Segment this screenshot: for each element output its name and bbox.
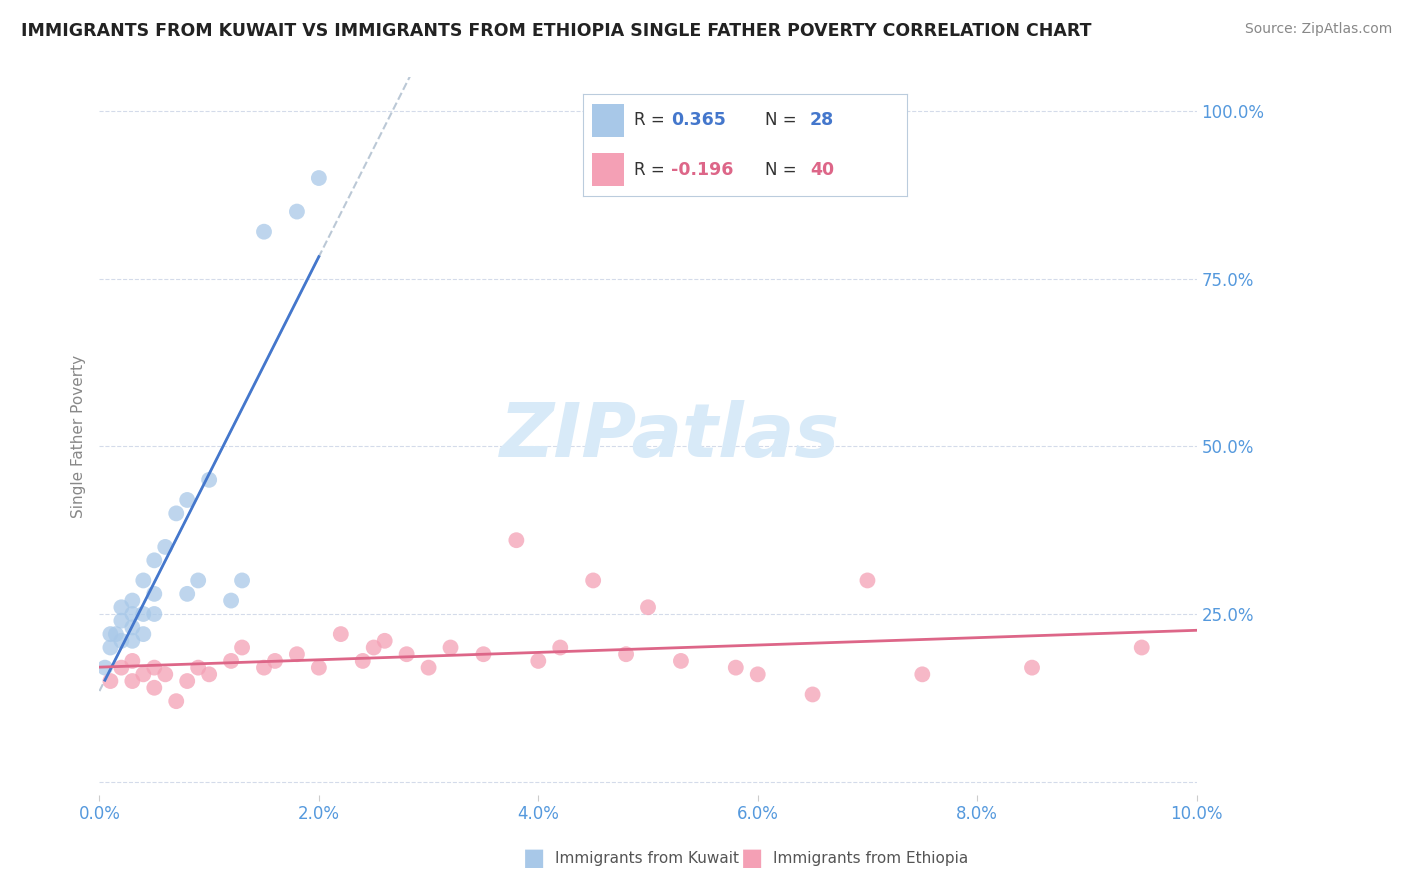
Point [724, 660, 747, 674]
Point [856, 574, 879, 588]
Point [395, 647, 418, 661]
Point [198, 473, 221, 487]
Point [253, 225, 276, 239]
Point [176, 492, 198, 507]
Point [747, 667, 769, 681]
Point [121, 620, 143, 634]
Point [253, 660, 276, 674]
Point [110, 614, 132, 628]
Point [155, 667, 177, 681]
Point [1021, 660, 1043, 674]
Text: ZIPatlas: ZIPatlas [501, 400, 839, 473]
Point [231, 640, 253, 655]
Point [308, 660, 330, 674]
Text: 40: 40 [810, 161, 834, 178]
Text: 0.365: 0.365 [671, 112, 725, 129]
Point [121, 633, 143, 648]
Point [329, 627, 352, 641]
Point [614, 647, 637, 661]
Point [285, 647, 308, 661]
Point [285, 204, 308, 219]
Point [132, 627, 155, 641]
Point [637, 600, 659, 615]
Y-axis label: Single Father Poverty: Single Father Poverty [72, 355, 86, 518]
Text: Source: ZipAtlas.com: Source: ZipAtlas.com [1244, 22, 1392, 37]
Point [104, 627, 127, 641]
Point [187, 660, 209, 674]
Point [100, 674, 122, 689]
Text: -0.196: -0.196 [671, 161, 733, 178]
Point [219, 654, 242, 668]
Point [155, 540, 177, 554]
Point [165, 694, 187, 708]
Point [418, 660, 440, 674]
Point [121, 593, 143, 607]
Point [801, 688, 824, 702]
Point [187, 574, 209, 588]
Point [911, 667, 934, 681]
Point [308, 171, 330, 186]
Text: R =: R = [634, 112, 669, 129]
Text: N =: N = [765, 161, 801, 178]
Point [264, 654, 287, 668]
Text: ■: ■ [523, 847, 546, 870]
Point [143, 660, 166, 674]
Point [198, 667, 221, 681]
Point [165, 507, 187, 521]
Point [669, 654, 692, 668]
Point [143, 607, 166, 621]
Text: 28: 28 [810, 112, 834, 129]
Point [100, 640, 122, 655]
Point [219, 593, 242, 607]
Point [439, 640, 461, 655]
Text: R =: R = [634, 161, 669, 178]
Point [132, 667, 155, 681]
Point [527, 654, 550, 668]
Point [100, 627, 122, 641]
Point [352, 654, 374, 668]
Text: N =: N = [765, 112, 801, 129]
Point [374, 633, 396, 648]
Point [363, 640, 385, 655]
Point [110, 600, 132, 615]
Point [121, 654, 143, 668]
Text: Immigrants from Ethiopia: Immigrants from Ethiopia [773, 851, 969, 865]
Point [132, 574, 155, 588]
Point [176, 674, 198, 689]
Point [94, 660, 117, 674]
Point [505, 533, 527, 548]
Point [110, 660, 132, 674]
Point [231, 574, 253, 588]
Point [143, 553, 166, 567]
FancyBboxPatch shape [592, 153, 624, 186]
Point [548, 640, 571, 655]
Point [143, 587, 166, 601]
FancyBboxPatch shape [592, 104, 624, 136]
Point [1130, 640, 1153, 655]
Point [121, 607, 143, 621]
Point [143, 681, 166, 695]
Point [110, 633, 132, 648]
Text: Immigrants from Kuwait: Immigrants from Kuwait [555, 851, 740, 865]
Text: IMMIGRANTS FROM KUWAIT VS IMMIGRANTS FROM ETHIOPIA SINGLE FATHER POVERTY CORRELA: IMMIGRANTS FROM KUWAIT VS IMMIGRANTS FRO… [21, 22, 1091, 40]
Point [582, 574, 605, 588]
Text: ■: ■ [741, 847, 763, 870]
Point [472, 647, 495, 661]
Point [176, 587, 198, 601]
Point [132, 607, 155, 621]
Point [121, 674, 143, 689]
